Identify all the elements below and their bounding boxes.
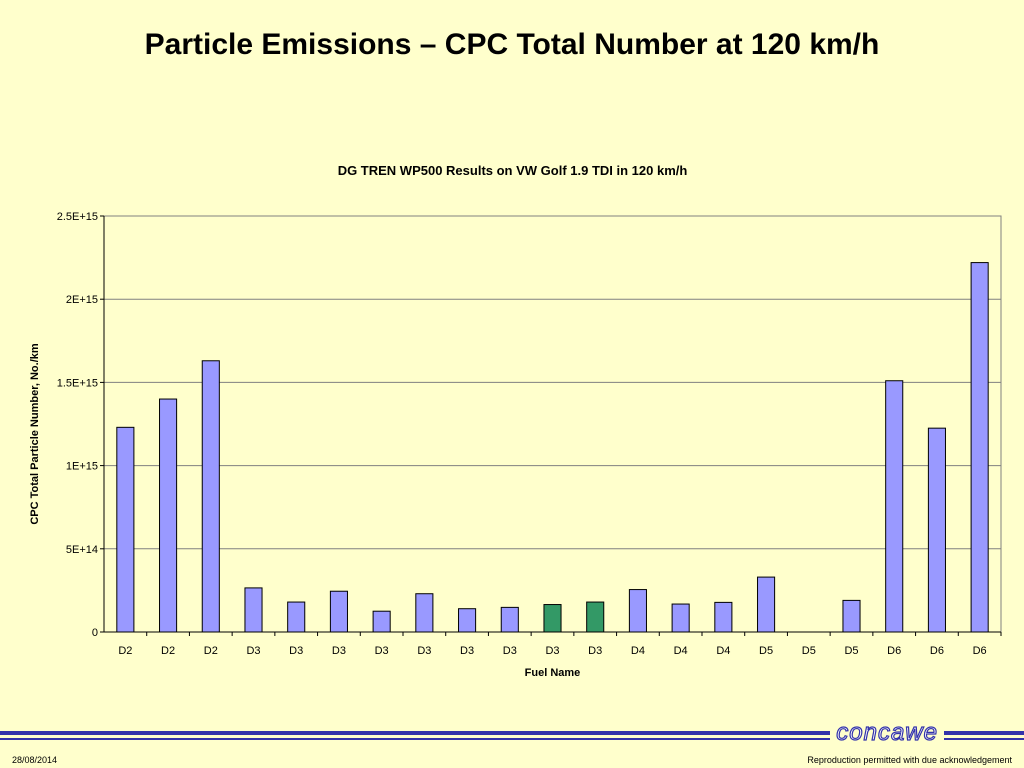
bar xyxy=(458,608,477,633)
bar xyxy=(372,610,391,633)
y-axis-title: CPC Total Particle Number, No./km xyxy=(29,343,41,525)
x-tick-label: D5 xyxy=(844,645,858,657)
x-tick-label: D5 xyxy=(802,645,816,657)
x-tick-label: D6 xyxy=(887,645,901,657)
x-tick-label: D3 xyxy=(503,645,517,657)
x-axis-title: Fuel Name xyxy=(525,667,581,679)
chart-title: DG TREN WP500 Results on VW Golf 1.9 TDI… xyxy=(338,163,688,178)
x-tick-label: D3 xyxy=(289,645,303,657)
x-tick-label: D4 xyxy=(716,645,730,657)
x-tick-label: D2 xyxy=(161,645,175,657)
bar xyxy=(586,601,605,633)
footer-note: Reproduction permitted with due acknowle… xyxy=(807,755,1012,765)
slide-title: Particle Emissions – CPC Total Number at… xyxy=(144,28,880,61)
x-tick-label: D2 xyxy=(204,645,218,657)
x-tick-label: D6 xyxy=(930,645,944,657)
x-tick-label: D6 xyxy=(973,645,987,657)
y-tick-label: 2.5E+15 xyxy=(57,211,98,223)
plot-area xyxy=(103,215,1002,633)
y-tick-label: 1.5E+15 xyxy=(57,377,98,389)
y-tick-label: 0 xyxy=(92,627,98,639)
bar xyxy=(329,590,348,633)
x-tick-label: D5 xyxy=(759,645,773,657)
footer-divider xyxy=(0,731,1024,735)
bar xyxy=(970,262,989,633)
x-tick-label: D3 xyxy=(246,645,260,657)
bar xyxy=(116,426,135,633)
footer-date: 28/08/2014 xyxy=(12,755,58,765)
bar xyxy=(671,603,690,633)
footer-divider-thin xyxy=(0,738,1024,740)
bar-chart: 0 5E+14 1E+15 1.5E+15 2E+15 2.5E+15 D2 D2 D2 D3 D3… xyxy=(29,163,1002,679)
bar xyxy=(927,427,946,633)
x-tick-label: D3 xyxy=(588,645,602,657)
x-tick-label: D4 xyxy=(631,645,645,657)
bar xyxy=(159,398,178,633)
bar xyxy=(415,593,434,633)
bar xyxy=(543,604,562,633)
x-tick-label: D3 xyxy=(460,645,474,657)
x-tick-label: D3 xyxy=(375,645,389,657)
y-tick-label: 1E+15 xyxy=(66,461,98,473)
bar xyxy=(201,360,220,633)
y-tick-label: 5E+14 xyxy=(66,544,98,556)
x-tick-label: D3 xyxy=(545,645,559,657)
y-tick-label: 2E+15 xyxy=(66,294,98,306)
bar xyxy=(714,601,733,633)
x-tick-label: D3 xyxy=(332,645,346,657)
bar xyxy=(287,601,306,633)
bar xyxy=(500,606,519,633)
concawe-logo: concawe xyxy=(830,718,944,747)
x-tick-label: D2 xyxy=(118,645,132,657)
bar xyxy=(842,599,861,633)
bar xyxy=(244,587,263,633)
bar xyxy=(885,380,904,633)
bar xyxy=(757,576,776,633)
x-tick-label: D3 xyxy=(417,645,431,657)
x-tick-label: D4 xyxy=(674,645,688,657)
bar xyxy=(628,589,647,633)
